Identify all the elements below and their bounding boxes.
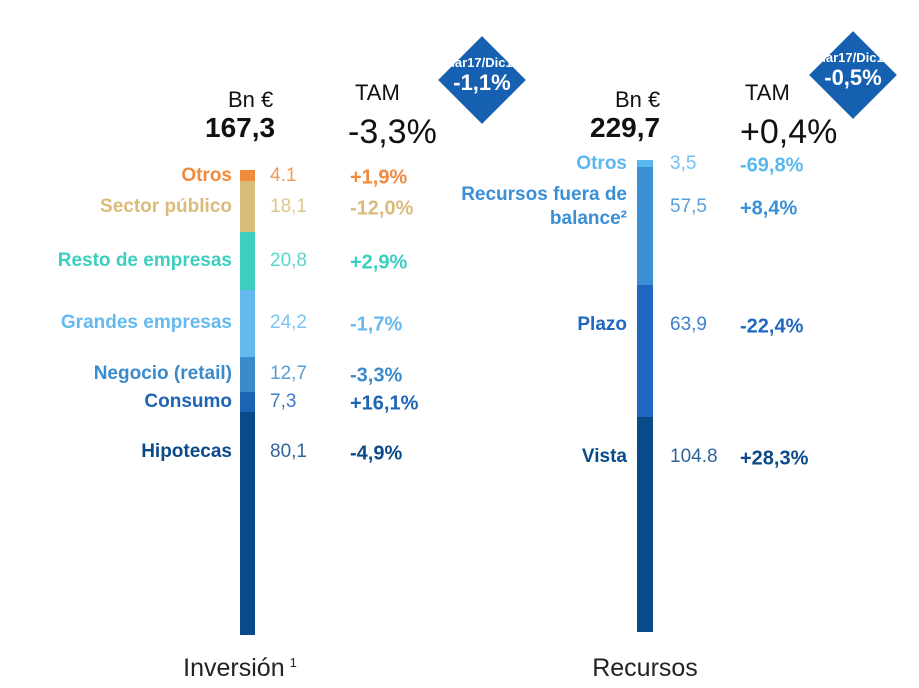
bar-segment — [637, 160, 653, 168]
x-axis-label: Recursos — [545, 654, 745, 683]
x-axis-label-text: Recursos — [592, 654, 698, 682]
bar-segment — [240, 231, 255, 290]
category-label: Hipotecas — [141, 441, 232, 463]
change-label: -69,8% — [740, 154, 804, 177]
badge-label: -1,1% — [453, 70, 511, 95]
bar-segment — [637, 416, 653, 632]
change-label: -1,7% — [350, 313, 403, 336]
category-label: Negocio (retail) — [93, 363, 232, 385]
change-label: +16,1% — [350, 392, 419, 415]
change-label: -22,4% — [740, 315, 804, 338]
category-label: Otros — [576, 152, 627, 174]
bar-segment — [240, 170, 255, 182]
badge-label: -0,5% — [824, 65, 882, 90]
value-label: 18,1 — [270, 195, 307, 217]
bar-segment — [240, 392, 255, 413]
category-label: Recursos fuera de balance² — [461, 184, 627, 230]
value-label: 80,1 — [270, 441, 307, 463]
bar-segment — [637, 167, 653, 286]
category-label: Consumo — [144, 391, 232, 413]
change-label: +8,4% — [740, 197, 798, 220]
total-label: 229,7 — [590, 112, 661, 143]
change-label: -12,0% — [350, 197, 414, 220]
category-label: Vista — [581, 445, 627, 467]
bar-segment — [240, 289, 255, 357]
unit-label: Bn € — [228, 87, 274, 112]
value-label: 104.8 — [670, 445, 718, 467]
value-label: 63,9 — [670, 314, 707, 336]
badge-title: Mar17/Dic16 — [444, 55, 520, 70]
bar-segment — [240, 412, 255, 635]
total-label: 167,3 — [205, 112, 276, 143]
change-label: -4,9% — [350, 442, 403, 465]
category-label: Resto de empresas — [57, 249, 232, 271]
value-label: 20,8 — [270, 249, 307, 271]
change-label: +28,3% — [740, 447, 809, 470]
unit-label: Bn € — [615, 87, 661, 112]
bar-segment — [637, 285, 653, 417]
x-axis-label: Inversión 1 — [140, 654, 340, 683]
x-axis-label-text: Inversión — [183, 654, 285, 682]
bar-segment — [240, 356, 255, 393]
value-label: 3,5 — [670, 152, 697, 174]
value-label: 7,3 — [270, 391, 297, 413]
badge-title: Mar17/Dic16 — [815, 50, 891, 65]
tam-label: +0,4% — [740, 113, 838, 151]
value-label: 57,5 — [670, 196, 707, 218]
tam-title: TAM — [355, 80, 400, 105]
value-label: 24,2 — [270, 312, 307, 334]
value-label: 12,7 — [270, 363, 307, 385]
category-label: Otros — [181, 164, 232, 186]
tam-title: TAM — [745, 80, 790, 105]
footnote: 1 — [289, 654, 297, 670]
change-label: +1,9% — [350, 166, 408, 189]
change-label: -3,3% — [350, 364, 403, 387]
category-label: Plazo — [577, 314, 627, 336]
bar-segment — [240, 181, 255, 232]
value-label: 4.1 — [270, 164, 297, 186]
change-label: +2,9% — [350, 251, 408, 274]
category-label: Sector público — [100, 195, 232, 217]
category-label: Grandes empresas — [60, 312, 232, 334]
tam-label: -3,3% — [348, 113, 437, 151]
